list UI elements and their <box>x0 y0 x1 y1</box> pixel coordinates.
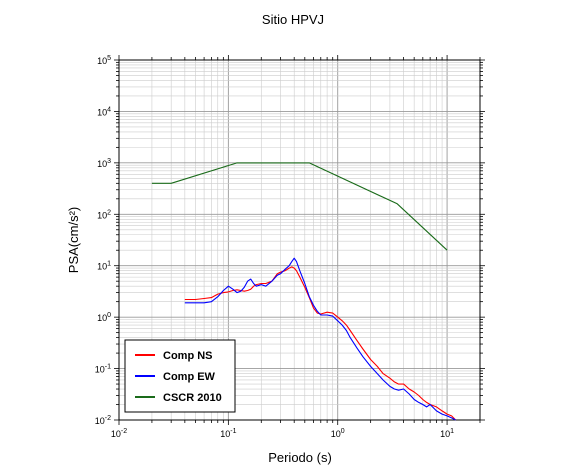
y-tick-label: 10-1 <box>95 364 111 375</box>
y-tick-label: 102 <box>97 209 111 220</box>
series-line-1 <box>184 257 456 421</box>
x-tick-label: 100 <box>331 428 345 439</box>
y-tick-label: 105 <box>97 55 111 66</box>
y-tick-label: 100 <box>97 312 111 323</box>
series-line-0 <box>184 266 457 421</box>
legend-label: Comp NS <box>163 350 213 362</box>
y-tick-label: 104 <box>97 106 111 117</box>
y-axis-ticks: 10-2 10-1 100 101 102 103 104 105 <box>95 55 111 426</box>
legend-label: CSCR 2010 <box>163 392 222 404</box>
legend: Comp NS Comp EW CSCR 2010 <box>124 339 236 413</box>
series-line-2 <box>151 162 448 251</box>
series-lines <box>151 162 457 421</box>
y-axis-label: PSA(cm/s²) <box>66 207 81 273</box>
x-axis-label: Periodo (s) <box>268 450 332 465</box>
plot-frame <box>114 55 485 425</box>
x-tick-label: 10-2 <box>111 428 127 439</box>
plot-border <box>118 59 481 421</box>
x-tick-label: 101 <box>440 428 454 439</box>
x-axis-ticks: 10-2 10-1 100 101 <box>111 428 454 439</box>
chart-title: Sitio HPVJ <box>262 12 324 27</box>
y-tick-label: 10-2 <box>95 415 111 426</box>
y-tick-label: 101 <box>97 261 111 272</box>
x-tick-label: 10-1 <box>220 428 236 439</box>
y-tick-label: 103 <box>97 158 111 169</box>
legend-label: Comp EW <box>163 371 216 383</box>
